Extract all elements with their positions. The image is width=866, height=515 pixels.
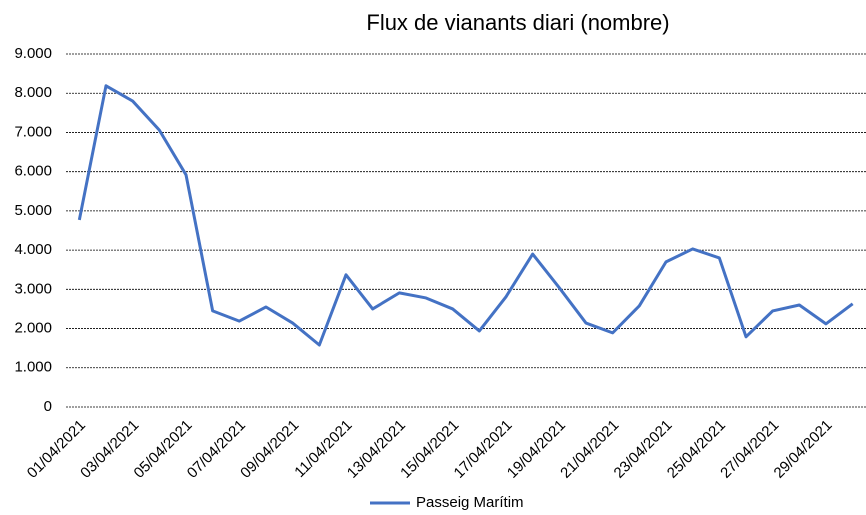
y-tick-label: 0 — [44, 398, 52, 415]
x-tick-label: 09/04/2021 — [237, 417, 302, 482]
x-tick-label: 29/04/2021 — [771, 417, 836, 482]
y-tick-label: 6.000 — [14, 163, 52, 180]
y-tick-label: 9.000 — [14, 45, 52, 62]
chart-title: Flux de vianants diari (nombre) — [366, 10, 669, 35]
y-tick-label: 5.000 — [14, 202, 52, 219]
y-tick-label: 4.000 — [14, 241, 52, 258]
y-tick-label: 2.000 — [14, 320, 52, 337]
y-tick-label: 8.000 — [14, 84, 52, 101]
y-tick-label: 3.000 — [14, 280, 52, 297]
y-tick-label: 1.000 — [14, 359, 52, 376]
legend-label: Passeig Marítim — [416, 494, 524, 511]
series-line — [77, 84, 854, 347]
y-tick-label: 7.000 — [14, 123, 52, 140]
